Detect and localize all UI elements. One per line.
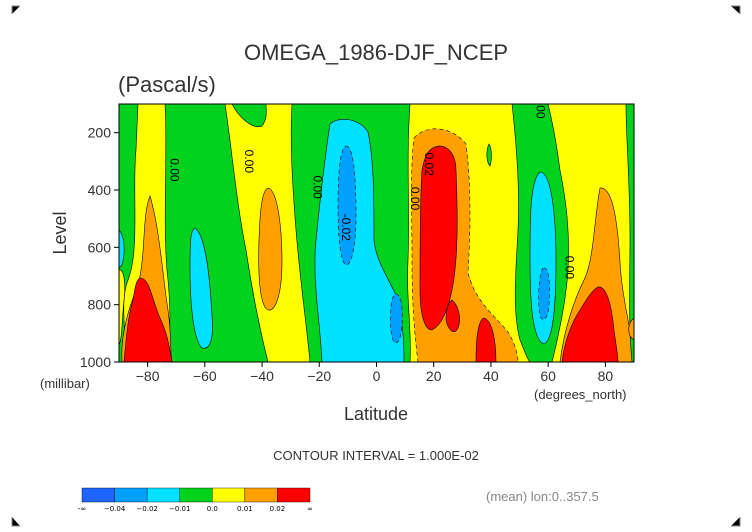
contour-label: 0.00 (408, 187, 422, 211)
contour-labels: 0.00 0.000.00-0.020.000.020.000.00 (168, 95, 577, 280)
legend-swatch (212, 487, 246, 503)
region-orange-40S (258, 187, 283, 311)
corner-marks (11, 5, 741, 527)
legend-label: −0.02 (136, 505, 157, 513)
x-tick-label: 60 (540, 368, 556, 384)
region-yellow-pole-edge (119, 269, 126, 346)
contour-label: 0.00 (242, 150, 256, 174)
region-blue-60N (538, 267, 550, 320)
y-tick-label: 600 (88, 239, 112, 255)
region-green-notch (231, 104, 267, 127)
contour-interval-text: CONTOUR INTERVAL = 1.000E-02 (273, 448, 479, 463)
x-axis-label: Latitude (344, 404, 408, 424)
y-tick-label: 1000 (80, 354, 111, 370)
region-green-edge-N (625, 104, 634, 362)
region-red-20N (419, 145, 458, 331)
legend-label: 0.02 (270, 505, 286, 513)
legend-swatch (277, 487, 311, 503)
legend-label: -∞ (78, 505, 86, 513)
legend-label: ∞ (307, 505, 313, 513)
x-tick-label: −80 (136, 368, 160, 384)
chart-subtitle: (Pascal/s) (118, 72, 216, 97)
y-tick-label: 200 (88, 125, 112, 141)
x-tick-label: −40 (250, 368, 274, 384)
legend-label: −0.04 (104, 505, 126, 513)
contour-label: 0.00 (168, 158, 182, 182)
footer-mean-text: (mean) lon:0..357.5 (486, 489, 599, 504)
legend-swatch (114, 487, 148, 503)
x-tick-label: 0 (373, 368, 381, 384)
legend-swatch (81, 487, 115, 503)
x-tick-label: 20 (426, 368, 442, 384)
region-red-south-pole (123, 277, 173, 362)
contour-label: 0.02 (422, 153, 436, 177)
x-axis: −80 −60 −40 −20 0 20 40 60 80 (136, 362, 614, 384)
y-tick-label: 400 (88, 182, 112, 198)
region-red-north-pole (561, 286, 619, 362)
color-legend: -∞ −0.04 −0.02 −0.01 0.0 0.01 0.02 ∞ (78, 487, 313, 513)
contour-label: 0.00 (562, 256, 576, 280)
region-cyan-edge (119, 229, 125, 269)
region-green-small (486, 143, 492, 167)
region-red-40N (475, 317, 497, 362)
region-cyan-60N (529, 171, 557, 345)
legend-swatch (146, 487, 180, 503)
y-tick-label: 800 (88, 297, 112, 313)
region-blue-5N (390, 293, 403, 344)
x-axis-unit: (degrees_north) (534, 387, 627, 402)
contour-label: 0.00 (534, 95, 548, 119)
y-axis-unit: (millibar) (40, 376, 90, 391)
legend-label: −0.01 (169, 505, 190, 513)
x-tick-label: −60 (193, 368, 217, 384)
y-axis-label: Level (50, 211, 70, 254)
region-blue-10S (337, 145, 357, 266)
y-axis: 200 400 600 800 1000 (80, 125, 119, 370)
x-tick-label: 40 (483, 368, 499, 384)
contour-label: -0.02 (339, 214, 353, 242)
legend-swatch (244, 487, 278, 503)
contour-label: 0.00 (311, 175, 325, 199)
x-tick-label: −20 (307, 368, 331, 384)
x-tick-label: 80 (598, 368, 614, 384)
chart-title: OMEGA_1986-DJF_NCEP (244, 40, 508, 65)
legend-swatch (179, 487, 213, 503)
legend-label: 0.01 (237, 505, 253, 513)
region-cyan-60S (189, 227, 213, 349)
region-red-30N (445, 299, 460, 332)
legend-label: 0.0 (207, 505, 218, 513)
